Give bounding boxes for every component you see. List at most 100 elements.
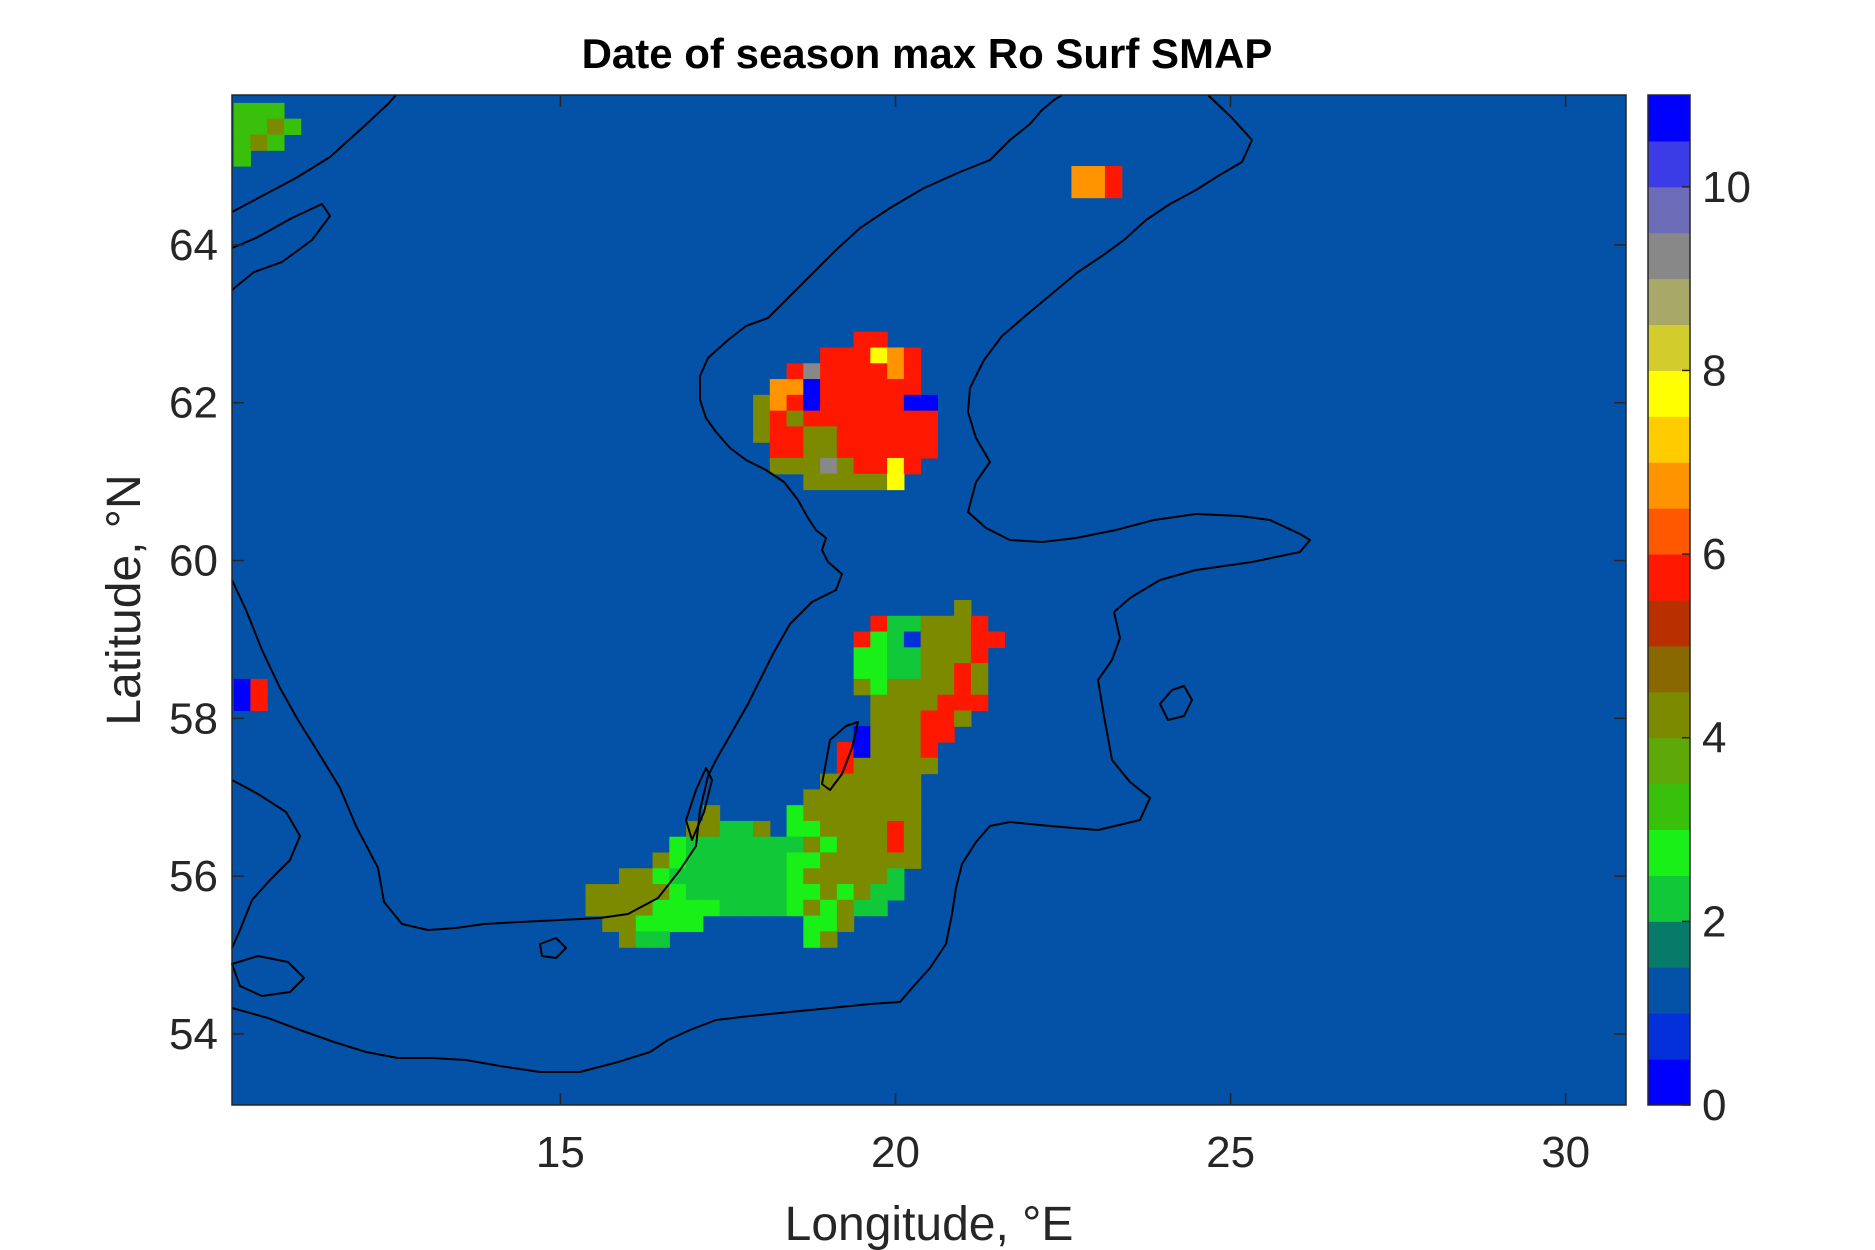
heatmap-cell xyxy=(686,899,704,917)
heatmap-cell xyxy=(652,852,670,869)
heatmap-cell xyxy=(786,457,804,475)
heatmap-cell xyxy=(870,899,888,917)
heatmap-cell xyxy=(686,868,704,885)
heatmap-cell xyxy=(853,473,871,491)
heatmap-cell xyxy=(753,884,771,901)
heatmap-cell xyxy=(753,852,771,869)
heatmap-cell xyxy=(870,394,888,412)
heatmap-cell xyxy=(702,868,721,885)
heatmap-cell xyxy=(820,805,838,822)
heatmap-cell xyxy=(1071,181,1089,199)
coastline-outline xyxy=(231,94,1311,1073)
heatmap-cell xyxy=(853,363,871,380)
heatmap-cell xyxy=(920,394,938,412)
heatmap-cell xyxy=(769,410,788,428)
heatmap-cell xyxy=(970,663,989,680)
colorbar-band xyxy=(1648,140,1690,188)
heatmap-cell xyxy=(887,663,905,680)
colorbar-band xyxy=(1648,1059,1690,1106)
heatmap-cell xyxy=(836,789,855,806)
colorbar-tick-label: 4 xyxy=(1702,714,1726,763)
heatmap-cell xyxy=(853,347,871,364)
heatmap-cell xyxy=(920,710,938,727)
heatmap-cell xyxy=(887,868,905,885)
heatmap-cell xyxy=(903,852,922,869)
heatmap-cell xyxy=(652,868,670,885)
heatmap-cell xyxy=(954,710,972,727)
coastline-oland xyxy=(685,767,713,841)
heatmap-cell xyxy=(920,726,938,743)
heatmap-cell xyxy=(1088,181,1106,199)
heatmap-cell xyxy=(903,678,922,696)
heatmap-cell xyxy=(836,773,855,790)
heatmap-cell xyxy=(786,820,804,838)
heatmap-cell xyxy=(937,647,955,664)
heatmap-cell xyxy=(887,773,905,790)
heatmap-cell xyxy=(702,805,721,822)
heatmap-cell xyxy=(702,852,721,869)
heatmap-cell xyxy=(769,852,788,869)
heatmap-cell xyxy=(786,899,804,917)
heatmap-cell xyxy=(870,647,888,664)
heatmap-cell xyxy=(887,820,905,838)
x-axis-label: Longitude, °E xyxy=(785,1198,1074,1250)
heatmap-cell xyxy=(736,820,754,838)
heatmap-cell xyxy=(903,615,922,633)
colorbar-band xyxy=(1648,278,1690,326)
heatmap-cell xyxy=(903,347,922,364)
heatmap-cell xyxy=(853,631,871,648)
heatmap-cell xyxy=(753,868,771,885)
x-ticks: 15 20 25 30 xyxy=(536,95,1590,1177)
colorbar-frame xyxy=(1647,94,1691,1106)
heatmap-cell xyxy=(836,426,855,443)
heatmap-cell xyxy=(820,347,838,364)
heatmap-cell xyxy=(836,915,855,933)
colorbar-tick-label: 10 xyxy=(1702,163,1751,212)
heatmap-cell xyxy=(887,742,905,759)
heatmap-cell xyxy=(803,442,821,459)
heatmap-cell xyxy=(870,615,888,633)
heatmap-cell xyxy=(970,615,989,633)
heatmap-cell xyxy=(753,820,771,838)
heatmap-cell xyxy=(233,118,252,136)
heatmap-cell xyxy=(887,710,905,727)
colorbar-ticks: 0 2 4 6 8 10 xyxy=(1682,163,1751,1130)
heatmap-cell xyxy=(853,852,871,869)
heatmap-cell xyxy=(970,631,989,648)
heatmap-cell xyxy=(853,394,871,412)
heatmap-cell xyxy=(853,331,871,349)
heatmap-cell xyxy=(887,884,905,901)
heatmap-cell xyxy=(602,915,620,933)
heatmap-cell xyxy=(250,102,268,120)
heatmap-cell xyxy=(669,915,687,933)
heatmap-cell xyxy=(870,457,888,475)
colorbar-band xyxy=(1648,645,1690,693)
heatmap-cell xyxy=(803,868,821,885)
heatmap-cell xyxy=(619,915,637,933)
heatmap-cell xyxy=(870,789,888,806)
heatmap-cell xyxy=(753,410,771,428)
heatmap-cell xyxy=(803,457,821,475)
heatmap-cell xyxy=(937,726,955,743)
heatmap-cell xyxy=(619,884,637,901)
heatmap-cell xyxy=(820,442,838,459)
colorbar-band xyxy=(1648,462,1690,509)
coastline-scandinavia xyxy=(231,94,1063,931)
heatmap-cell xyxy=(870,820,888,838)
heatmap-cell xyxy=(1104,181,1123,199)
chart-title: Date of season max Ro Surf SMAP xyxy=(582,30,1273,77)
x-tick-label: 20 xyxy=(871,1128,920,1177)
heatmap-cell xyxy=(635,931,654,948)
x-tick-label: 25 xyxy=(1206,1128,1255,1177)
heatmap-cell xyxy=(937,710,955,727)
heatmap-cell xyxy=(836,457,855,475)
heatmap-cell xyxy=(887,363,905,380)
heatmap-cell xyxy=(769,868,788,885)
y-ticks: 54 56 58 60 62 64 xyxy=(169,221,1626,1059)
heatmap-cell xyxy=(820,931,838,948)
heatmap-cell xyxy=(635,915,654,933)
colorbar-gradient xyxy=(1648,95,1690,1106)
heatmap-cell xyxy=(803,805,821,822)
heatmap-cell xyxy=(585,899,603,917)
heatmap-cell xyxy=(887,615,905,633)
